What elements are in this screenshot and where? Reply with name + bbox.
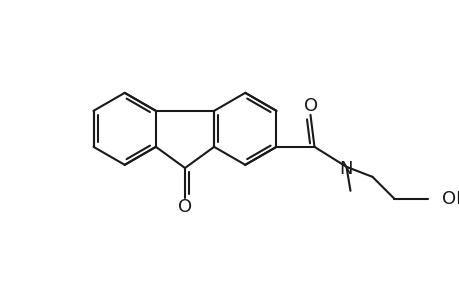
Text: O: O [304,97,318,115]
Text: OH: OH [442,190,459,208]
Text: N: N [339,160,353,178]
Text: O: O [178,198,192,216]
